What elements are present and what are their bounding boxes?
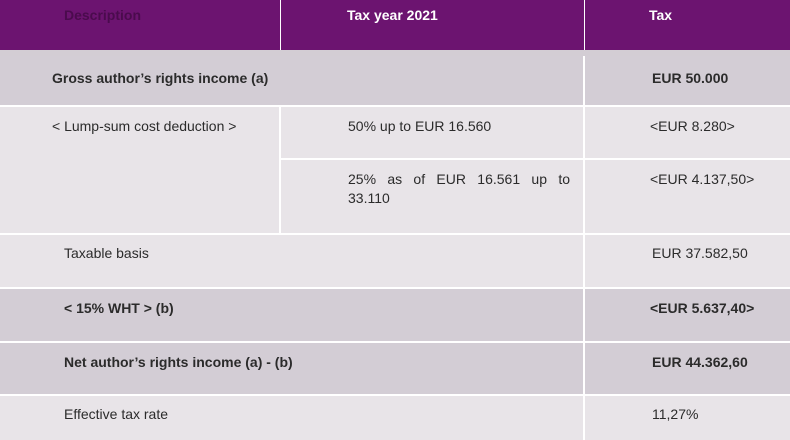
lump-sum-sub2-tax: <EUR 4.137,50>	[650, 171, 755, 187]
column-divider	[583, 289, 585, 341]
table-row-wht: < 15% WHT > (b) <EUR 5.637,40>	[0, 289, 790, 341]
column-divider	[583, 396, 585, 440]
row-divider	[0, 105, 790, 107]
column-divider	[279, 107, 281, 233]
wht-label: < 15% WHT > (b)	[64, 300, 174, 316]
net-tax: EUR 44.362,60	[652, 354, 748, 370]
row-divider	[0, 233, 790, 235]
header-tax: Tax	[584, 0, 790, 50]
lump-sum-sub2-desc: 25% as of EUR 16.561 up to 33.110	[348, 171, 570, 206]
header-tax-year: Tax year 2021	[280, 0, 584, 50]
table-row-lump-sum: < Lump-sum cost deduction > 50% up to EU…	[0, 107, 790, 233]
lump-sum-sub1-tax: <EUR 8.280>	[650, 118, 735, 134]
lump-sum-sub1-desc: 50% up to EUR 16.560	[348, 118, 492, 134]
wht-tax: <EUR 5.637,40>	[650, 300, 755, 316]
column-divider	[583, 343, 585, 394]
sub-row-divider	[281, 158, 790, 160]
header-description: Description	[64, 7, 142, 23]
header-spacer	[0, 50, 790, 56]
gross-label: Gross author’s rights income (a)	[52, 70, 269, 86]
net-label: Net author’s rights income (a) - (b)	[64, 354, 293, 370]
column-divider	[583, 56, 585, 106]
table-row-gross: Gross author’s rights income (a) EUR 50.…	[0, 56, 790, 106]
table-row-net: Net author’s rights income (a) - (b) EUR…	[0, 343, 790, 394]
table-header: Description Tax year 2021 Tax	[0, 0, 790, 50]
gross-tax: EUR 50.000	[652, 70, 729, 86]
effective-tax: 11,27%	[652, 406, 699, 422]
effective-label: Effective tax rate	[64, 406, 169, 422]
column-divider	[583, 107, 585, 233]
row-divider	[0, 341, 790, 343]
table-row-taxable: Taxable basis EUR 37.582,50	[0, 235, 790, 287]
lump-sum-label: < Lump-sum cost deduction >	[52, 118, 237, 134]
column-divider	[583, 235, 585, 287]
table-row-effective: Effective tax rate 11,27%	[0, 396, 790, 440]
row-divider	[0, 394, 790, 396]
taxable-label: Taxable basis	[64, 245, 149, 261]
taxable-tax: EUR 37.582,50	[652, 245, 748, 261]
row-divider	[0, 287, 790, 289]
